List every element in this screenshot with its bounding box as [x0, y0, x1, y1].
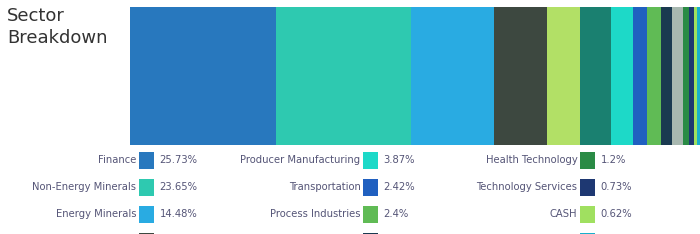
Bar: [130, 7, 276, 145]
Text: Sector
Breakdown: Sector Breakdown: [7, 7, 108, 47]
Bar: [363, 179, 378, 196]
Bar: [494, 7, 547, 145]
Text: Technology Services: Technology Services: [477, 182, 578, 192]
Bar: [363, 152, 378, 169]
Text: 2.4%: 2.4%: [384, 209, 409, 219]
Text: Finance: Finance: [98, 155, 136, 165]
Bar: [547, 7, 580, 145]
Bar: [672, 7, 682, 145]
Bar: [580, 152, 595, 169]
Bar: [580, 233, 595, 234]
Text: 14.48%: 14.48%: [160, 209, 197, 219]
Bar: [661, 7, 672, 145]
Bar: [682, 7, 690, 145]
Text: Non-Energy Minerals: Non-Energy Minerals: [32, 182, 136, 192]
Bar: [139, 206, 154, 223]
Text: 2.42%: 2.42%: [384, 182, 415, 192]
Text: 0.73%: 0.73%: [601, 182, 632, 192]
Bar: [139, 233, 154, 234]
Bar: [694, 7, 697, 145]
Text: CASH: CASH: [550, 209, 578, 219]
Bar: [580, 179, 595, 196]
Text: Transportation: Transportation: [288, 182, 360, 192]
Bar: [611, 7, 634, 145]
Bar: [580, 7, 611, 145]
Bar: [647, 7, 661, 145]
Bar: [276, 7, 411, 145]
Bar: [580, 206, 595, 223]
Bar: [139, 152, 154, 169]
Bar: [363, 233, 378, 234]
Bar: [697, 7, 700, 145]
Bar: [690, 7, 694, 145]
Bar: [634, 7, 647, 145]
Text: Producer Manufacturing: Producer Manufacturing: [240, 155, 360, 165]
Text: 0.62%: 0.62%: [601, 209, 632, 219]
Text: 1.2%: 1.2%: [601, 155, 626, 165]
Text: Energy Minerals: Energy Minerals: [56, 209, 136, 219]
Text: 23.65%: 23.65%: [160, 182, 197, 192]
Bar: [139, 179, 154, 196]
Text: 3.87%: 3.87%: [384, 155, 415, 165]
Text: Process Industries: Process Industries: [270, 209, 360, 219]
Text: Health Technology: Health Technology: [486, 155, 578, 165]
Text: 25.73%: 25.73%: [160, 155, 197, 165]
Bar: [411, 7, 494, 145]
Bar: [363, 206, 378, 223]
